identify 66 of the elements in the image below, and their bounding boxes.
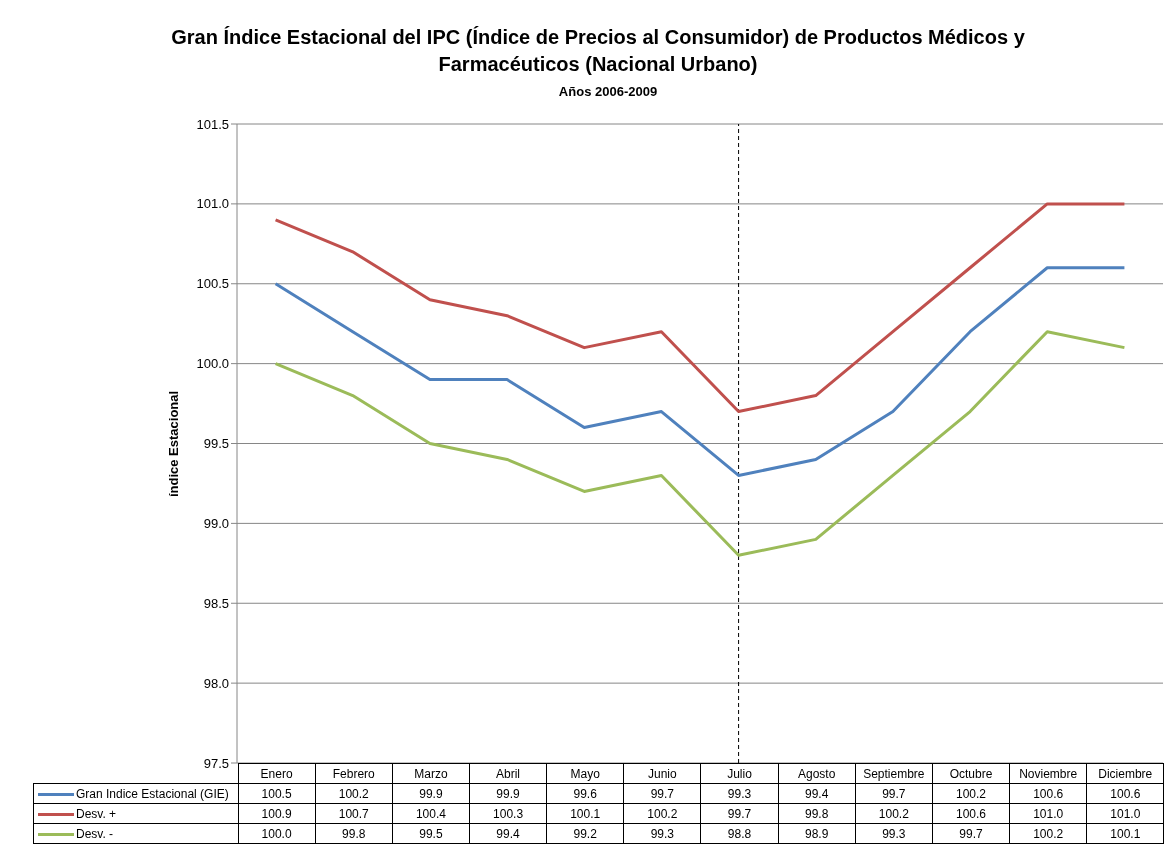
- data-label: 100.5: [238, 783, 316, 804]
- data-label: 98.8: [700, 823, 779, 844]
- data-label: 100.6: [932, 803, 1010, 824]
- y-tick-label: 100.0: [196, 356, 229, 372]
- chart-title: Gran Índice Estacional del IPC (Índice de Precios al Consumidor) de Productos Médicos y Farmacéuticos (Nacional Urbano): [170, 25, 1026, 77]
- x-tick-label: Marzo: [392, 763, 470, 784]
- y-tick-label: 98.5: [203, 595, 229, 611]
- data-label: 99.4: [778, 783, 856, 804]
- line-series: [274, 202, 1126, 414]
- data-label: 99.6: [546, 783, 624, 804]
- data-label: 100.4: [392, 803, 470, 824]
- data-label: 99.7: [700, 803, 779, 824]
- x-tick-label: Mayo: [546, 763, 624, 784]
- data-label: 99.8: [315, 823, 393, 844]
- y-tick-label: 101.5: [196, 116, 229, 132]
- data-label: 100.2: [932, 783, 1010, 804]
- y-axis-title: índice Estacional: [165, 390, 181, 498]
- data-label: 99.9: [392, 783, 470, 804]
- data-label: 101.0: [1086, 803, 1164, 824]
- data-label: 100.7: [315, 803, 393, 824]
- y-tick-label: 98.0: [203, 675, 229, 691]
- data-label: 100.2: [855, 803, 933, 824]
- x-tick-label: Febrero: [315, 763, 393, 784]
- x-tick-label: Septiembre: [855, 763, 933, 784]
- x-tick-label: Junio: [623, 763, 701, 784]
- line-series: [274, 330, 1126, 557]
- y-tick-label: 99.5: [203, 436, 229, 452]
- data-label: 99.8: [778, 803, 856, 824]
- data-label: 100.6: [1009, 783, 1087, 804]
- data-label: 100.2: [623, 803, 701, 824]
- data-label: 99.3: [623, 823, 701, 844]
- data-label: 99.3: [700, 783, 779, 804]
- data-label: 99.7: [855, 783, 933, 804]
- data-label: 100.0: [238, 823, 316, 844]
- data-label: 99.7: [932, 823, 1010, 844]
- legend-label: Desv. -: [33, 823, 238, 844]
- data-label: 99.5: [392, 823, 470, 844]
- y-tick-label: 97.5: [203, 755, 229, 771]
- x-tick-label: Abril: [469, 763, 547, 784]
- x-tick-label: Octubre: [932, 763, 1010, 784]
- x-tick-label: Julio: [700, 763, 779, 784]
- x-tick-label: Diciembre: [1086, 763, 1164, 784]
- data-label: 100.1: [1086, 823, 1164, 844]
- line-series: [274, 266, 1126, 477]
- legend-label: Gran Indice Estacional (GIE): [33, 783, 238, 804]
- x-tick-label: Noviembre: [1009, 763, 1087, 784]
- data-label: 99.9: [469, 783, 547, 804]
- data-label: 99.4: [469, 823, 547, 844]
- data-label: 99.7: [623, 783, 701, 804]
- y-tick-label: 99.0: [203, 515, 229, 531]
- data-label: 100.3: [469, 803, 547, 824]
- chart-subtitle: Años 2006-2009: [557, 84, 659, 99]
- data-label: 98.9: [778, 823, 856, 844]
- legend-label: Desv. +: [33, 803, 238, 824]
- data-label: 100.2: [1009, 823, 1087, 844]
- data-label: 100.2: [315, 783, 393, 804]
- y-tick-label: 101.0: [196, 196, 229, 212]
- data-label: 100.9: [238, 803, 316, 824]
- data-label: 101.0: [1009, 803, 1087, 824]
- data-label: 99.2: [546, 823, 624, 844]
- x-tick-label: Agosto: [778, 763, 856, 784]
- data-label: 99.3: [855, 823, 933, 844]
- data-label: 100.1: [546, 803, 624, 824]
- data-label: 100.6: [1086, 783, 1164, 804]
- x-tick-label: Enero: [238, 763, 316, 784]
- y-tick-label: 100.5: [196, 276, 229, 292]
